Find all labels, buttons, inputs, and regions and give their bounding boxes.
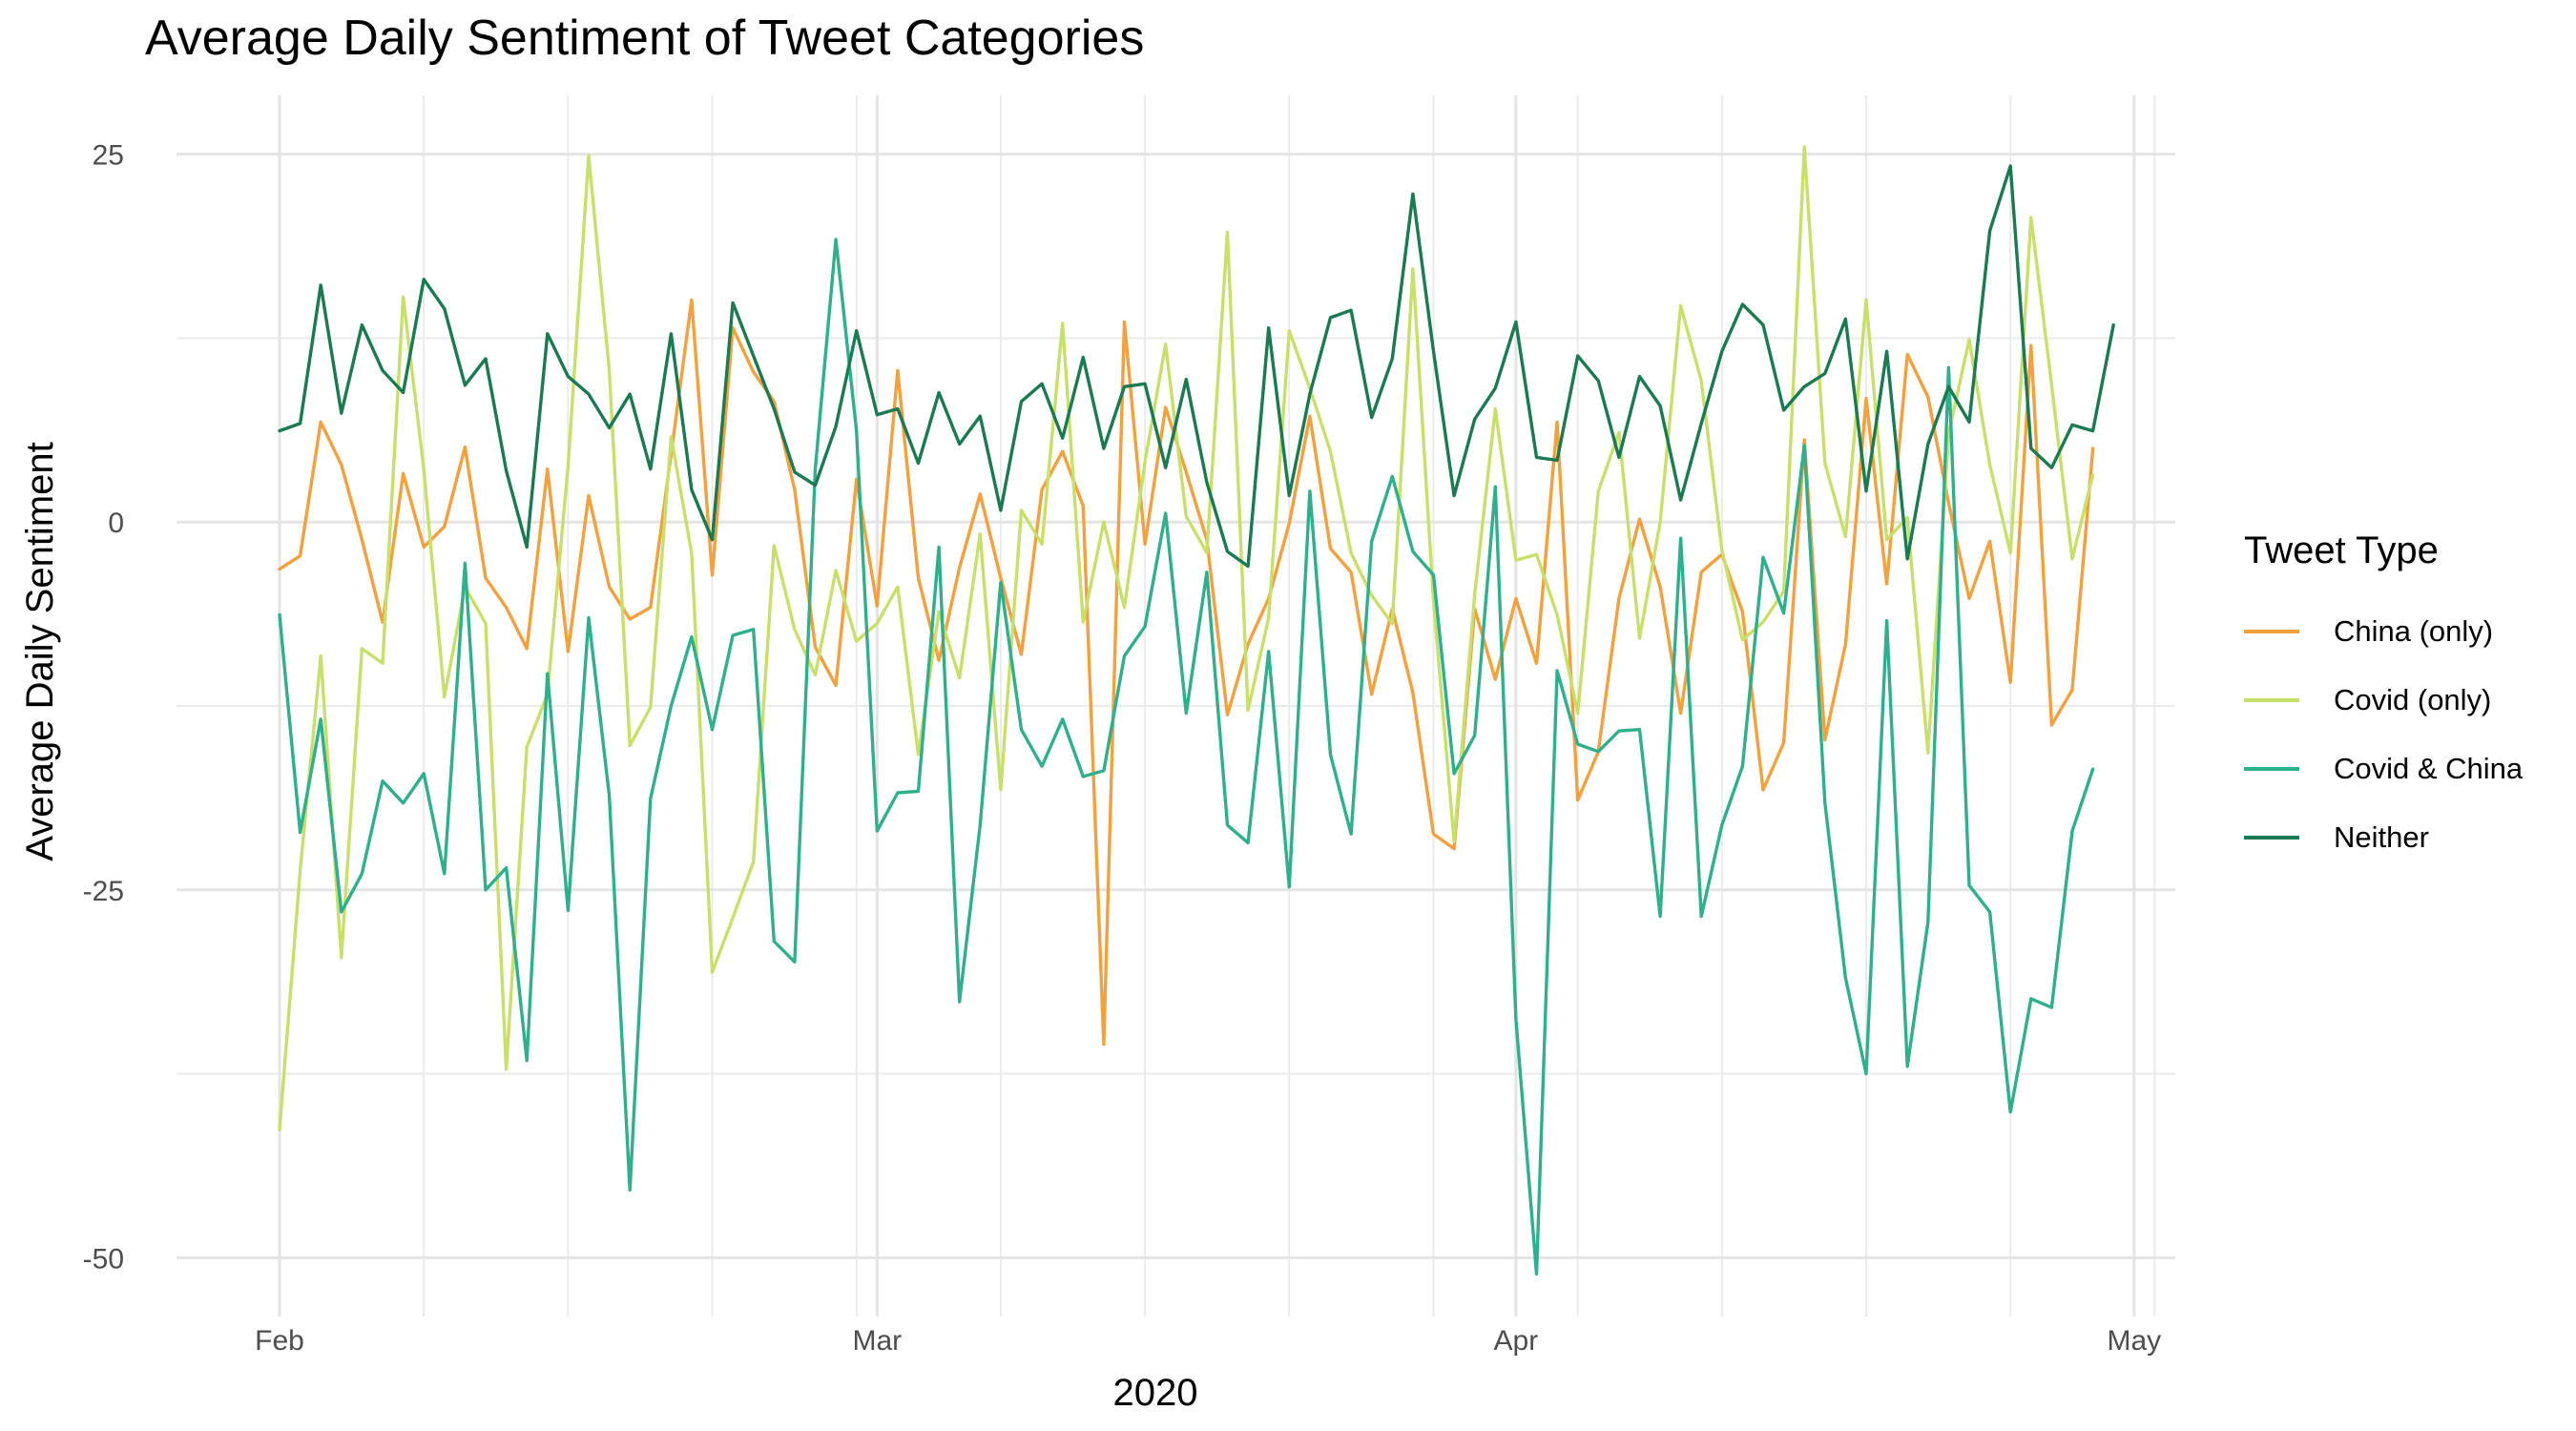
- series-line: [278, 238, 2095, 1276]
- grid-minor: [177, 95, 2175, 1317]
- legend-items: China (only) Covid (only) Covid & China Nei…: [2244, 597, 2523, 872]
- series-line: [278, 164, 2115, 569]
- legend: Tweet Type China (only) Covid (only) Covid…: [2244, 529, 2523, 872]
- y-axis-title: Average Daily Sentiment: [19, 442, 61, 861]
- legend-label: Covid (only): [2334, 683, 2492, 716]
- legend-key: [2244, 836, 2299, 840]
- legend-item: Neither: [2244, 803, 2523, 872]
- chart-title: Average Daily Sentiment of Tweet Categor…: [145, 10, 1145, 66]
- x-axis-title: 2020: [1113, 1372, 1198, 1414]
- y-tick-label: -25: [83, 876, 124, 907]
- legend-key: [2244, 767, 2299, 771]
- series-line: [278, 145, 2095, 1131]
- legend-title: Tweet Type: [2244, 529, 2439, 571]
- legend-label: China (only): [2334, 614, 2494, 648]
- x-tick-label: Mar: [852, 1325, 902, 1357]
- y-tick-label: 25: [93, 140, 124, 172]
- y-tick-label: 0: [108, 508, 124, 539]
- legend-item: Covid & China: [2244, 735, 2523, 803]
- x-tick-label: Feb: [255, 1325, 304, 1357]
- series-line: [278, 298, 2095, 1047]
- legend-key: [2244, 698, 2299, 702]
- legend-item: China (only): [2244, 597, 2523, 666]
- series-lines: [278, 145, 2115, 1276]
- legend-key: [2244, 630, 2299, 633]
- legend-label: Neither: [2334, 820, 2429, 854]
- x-tick-label: May: [2107, 1325, 2161, 1357]
- x-tick-label: Apr: [1494, 1325, 1539, 1357]
- x-axis-ticks: Feb Mar Apr May: [255, 1325, 2161, 1357]
- legend-item: Covid (only): [2244, 666, 2523, 735]
- legend-label: Covid & China: [2334, 752, 2524, 785]
- y-tick-label: -50: [83, 1243, 124, 1275]
- y-axis-ticks: 25 0 -25 -50: [83, 140, 124, 1275]
